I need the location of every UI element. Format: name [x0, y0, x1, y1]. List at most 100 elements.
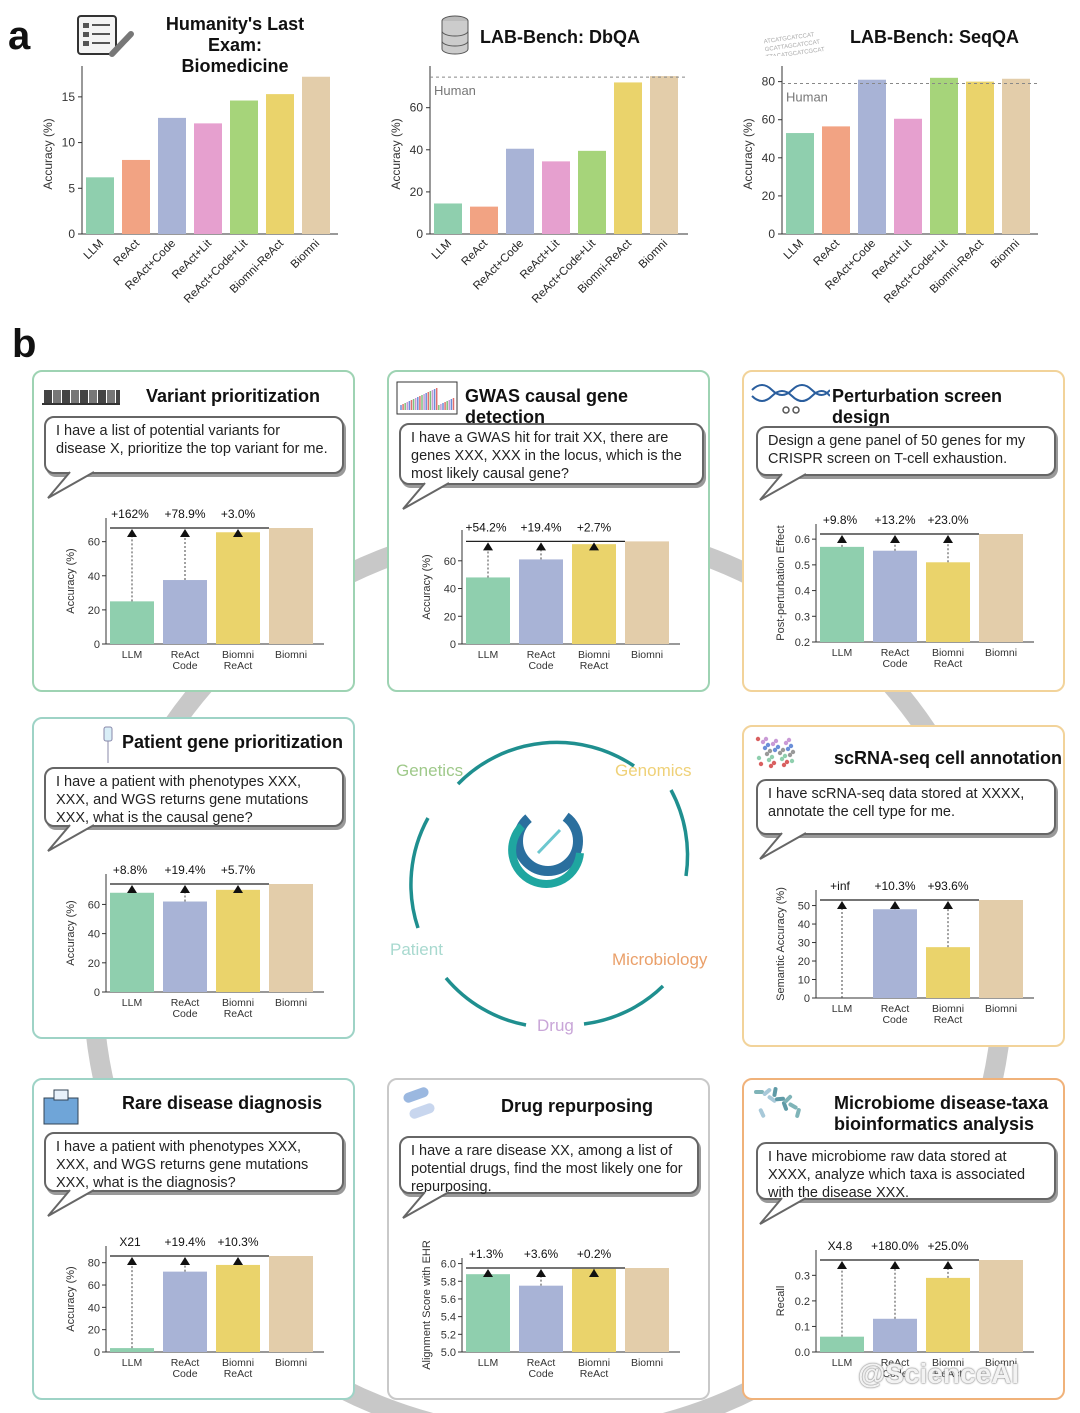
y-tick-label: 60: [762, 113, 776, 127]
y-tick-label: 60: [410, 101, 424, 115]
improvement-label: +93.6%: [927, 879, 968, 893]
improvement-arrow: [890, 1261, 900, 1269]
improvement-arrow: [180, 885, 190, 893]
human-label: Human: [434, 83, 476, 98]
improvement-label: +162%: [111, 507, 149, 521]
bar-ReAct-Code: [873, 550, 917, 642]
improvement-arrow: [483, 1269, 493, 1277]
bar-ReAct-Code: [163, 1271, 207, 1352]
bar-Biomni-ReAct: [216, 532, 260, 644]
improvement-label: +19.4%: [164, 1235, 205, 1249]
domain-genomics: Genomics: [615, 761, 692, 780]
x-tick-label: Code: [882, 1014, 907, 1026]
y-tick-label: 0.1: [795, 1321, 810, 1333]
bar-ReAct-Code: [163, 901, 207, 992]
y-tick-label: 40: [762, 151, 776, 165]
bar-Biomni: [1002, 78, 1030, 234]
improvement-label: +3.0%: [221, 507, 256, 521]
improvement-arrow: [890, 901, 900, 909]
bar-ReAct-Code: [873, 909, 917, 998]
x-tick-label: ReAct: [224, 1008, 253, 1020]
x-tick-label: Code: [172, 1008, 197, 1020]
task-card-variant: Variant prioritization I have a list of p…: [32, 370, 355, 692]
y-tick-label: 20: [88, 1325, 100, 1337]
x-tick-label: ReAct: [224, 1368, 253, 1380]
improvement-arrow: [589, 542, 599, 551]
x-tick-label: LLM: [122, 997, 142, 1009]
x-tick-label: Biomni: [932, 647, 964, 659]
bacteria-icon: [754, 1087, 801, 1118]
bar-LLM: [820, 1336, 864, 1352]
y-tick-label: 6.0: [441, 1259, 456, 1271]
y-tick-label: 60: [444, 556, 456, 568]
bubble-tail: [47, 824, 95, 852]
bar-Biomni-ReAct: [216, 889, 260, 992]
bar-ReAct: [122, 159, 150, 234]
y-tick-label: 0: [94, 1347, 100, 1359]
y-tick-label: 5.6: [441, 1294, 456, 1306]
improvement-arrow: [233, 529, 243, 537]
bar-Biomni: [979, 534, 1023, 642]
bar-Biomni-ReAct: [572, 544, 616, 644]
improvement-arrow: [127, 529, 137, 537]
bar-Biomni-ReAct: [926, 947, 970, 998]
y-tick-label: 20: [444, 611, 456, 623]
bar-ReAct+Code: [158, 117, 186, 234]
y-tick-label: 0.3: [795, 1270, 810, 1282]
x-tick-label: ReAct: [881, 1003, 910, 1015]
user-prompt-bubble: I have a list of potential variants for …: [44, 416, 344, 474]
y-tick-label: 0.0: [795, 1347, 810, 1359]
bar-Biomni: [979, 900, 1023, 998]
improvement-arrow: [837, 1261, 847, 1269]
y-axis-label: Accuracy (%): [65, 548, 77, 613]
improvement-arrow: [837, 535, 847, 543]
y-axis-label: Accuracy (%): [421, 554, 433, 619]
y-tick-label: 20: [410, 185, 424, 199]
bar-LLM: [466, 577, 510, 644]
improvement-arrow: [233, 1257, 243, 1265]
y-tick-label: 40: [88, 571, 100, 583]
x-tick-label: Biomni: [985, 647, 1017, 659]
task-title: Variant prioritization: [146, 386, 321, 406]
bar-Biomni-ReAct: [266, 94, 294, 234]
y-tick-label: 40: [410, 143, 424, 157]
improvement-arrow: [890, 535, 900, 543]
y-tick-label: 60: [88, 1280, 100, 1292]
bar-LLM: [110, 601, 154, 644]
x-tick-label: ReAct: [111, 237, 142, 268]
y-tick-label: 0.2: [795, 1296, 810, 1308]
domain-genetics: Genetics: [396, 761, 464, 780]
y-tick-label: 20: [88, 605, 100, 617]
x-tick-label: LLM: [782, 238, 806, 262]
bar-ReAct+Code+Lit: [578, 150, 606, 234]
y-tick-label: 0.2: [795, 637, 810, 649]
x-tick-label: Biomni: [989, 238, 1022, 271]
x-tick-label: ReAct: [459, 237, 490, 268]
user-prompt-bubble: I have a patient with phenotypes XXX, XX…: [44, 1132, 344, 1192]
x-tick-label: Biomni: [578, 1357, 610, 1369]
user-prompt-bubble: I have a patient with phenotypes XXX, XX…: [44, 767, 344, 827]
improvement-arrow: [589, 1269, 599, 1277]
x-tick-label: LLM: [478, 1357, 498, 1369]
task-card-gwas: GWAS causal gene detection I have a GWAS …: [387, 370, 710, 692]
y-tick-label: 0: [94, 639, 100, 651]
x-tick-label: Biomni: [222, 649, 254, 661]
y-tick-label: 80: [762, 75, 776, 89]
x-tick-label: Biomni: [985, 1357, 1017, 1369]
crispr-scissors-icon: [751, 384, 830, 414]
task-card-drug: Drug repurposing I have a rare disease XX…: [387, 1078, 710, 1400]
improvement-arrow: [127, 1257, 137, 1265]
x-tick-label: ReAct: [580, 660, 609, 672]
bar-Biomni-ReAct: [966, 81, 994, 234]
x-tick-label: LLM: [478, 649, 498, 661]
x-tick-label: ReAct: [934, 1014, 963, 1026]
y-axis-label: Accuracy (%): [389, 118, 403, 189]
svg-text:TTACATGCATCGCAT: TTACATGCATCGCAT: [766, 47, 826, 56]
bar-Biomni: [979, 1260, 1023, 1352]
y-tick-label: 30: [798, 938, 810, 950]
x-tick-label: ReAct: [881, 647, 910, 659]
improvement-label: +180.0%: [871, 1239, 919, 1253]
bar-ReAct+Code+Lit: [930, 77, 958, 234]
y-tick-label: 0: [804, 993, 810, 1005]
